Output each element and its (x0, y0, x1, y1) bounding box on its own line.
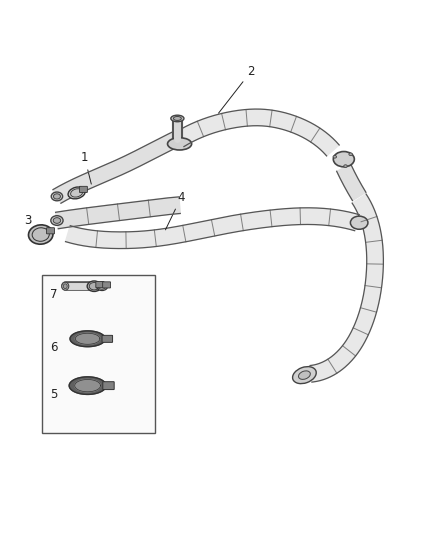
Ellipse shape (344, 165, 347, 167)
Ellipse shape (333, 156, 336, 158)
Polygon shape (75, 379, 100, 392)
Ellipse shape (53, 194, 60, 199)
Polygon shape (66, 208, 359, 248)
Ellipse shape (87, 281, 101, 292)
Polygon shape (70, 331, 105, 346)
Text: 3: 3 (24, 214, 39, 233)
Ellipse shape (53, 217, 60, 223)
Text: 1: 1 (81, 151, 91, 184)
FancyBboxPatch shape (79, 187, 87, 192)
FancyBboxPatch shape (102, 335, 113, 342)
Text: 6: 6 (50, 341, 58, 353)
Ellipse shape (51, 192, 63, 201)
Ellipse shape (298, 371, 311, 379)
Text: 2: 2 (219, 64, 255, 113)
Ellipse shape (333, 151, 354, 167)
Ellipse shape (349, 153, 353, 156)
Ellipse shape (167, 138, 191, 150)
Ellipse shape (96, 282, 108, 290)
Ellipse shape (28, 225, 53, 244)
Ellipse shape (62, 282, 69, 290)
FancyBboxPatch shape (46, 228, 54, 234)
Ellipse shape (64, 284, 67, 288)
FancyBboxPatch shape (96, 281, 104, 288)
Polygon shape (175, 109, 339, 156)
Text: 4: 4 (166, 191, 185, 230)
Polygon shape (310, 194, 383, 382)
Text: 5: 5 (50, 388, 58, 401)
Polygon shape (53, 130, 183, 203)
Ellipse shape (173, 117, 181, 120)
Ellipse shape (171, 115, 184, 122)
Polygon shape (56, 197, 180, 229)
Polygon shape (337, 165, 366, 200)
Bar (42, 275, 155, 433)
Ellipse shape (68, 187, 85, 199)
FancyBboxPatch shape (102, 282, 110, 288)
Polygon shape (69, 377, 106, 394)
FancyBboxPatch shape (103, 382, 114, 390)
Ellipse shape (350, 216, 368, 229)
Ellipse shape (51, 216, 63, 225)
Polygon shape (75, 333, 100, 344)
Ellipse shape (293, 367, 316, 384)
Text: 7: 7 (50, 288, 58, 302)
